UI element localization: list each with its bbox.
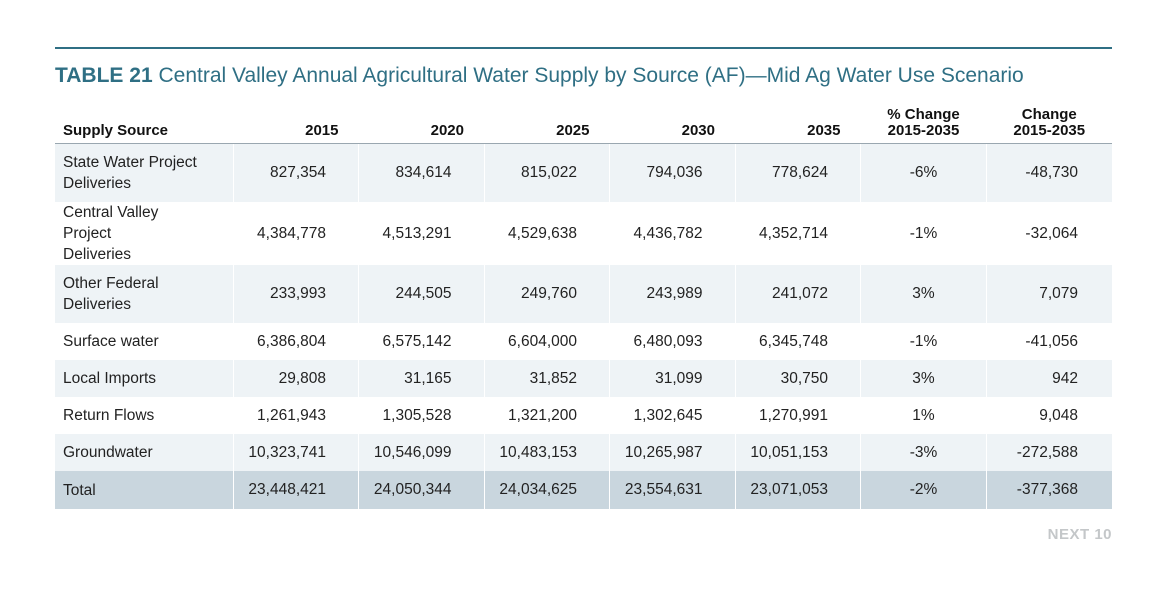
row-label: Local Imports: [55, 360, 233, 397]
cell-2020: 6,575,142: [358, 323, 484, 360]
table-title: TABLE 21 Central Valley Annual Agricultu…: [55, 63, 1112, 89]
top-rule: [55, 47, 1112, 49]
cell-2025: 24,034,625: [483, 471, 610, 509]
header-change-line1: Change: [1021, 106, 1077, 123]
cell-pct-change: -1%: [860, 323, 987, 360]
table-row: Local Imports 29,808 31,165 31,852 31,09…: [55, 360, 1112, 397]
cell-2015: 29,808: [232, 360, 359, 397]
row-label: State Water Project Deliveries: [55, 143, 233, 202]
table-row: Return Flows 1,261,943 1,305,528 1,321,2…: [55, 397, 1112, 434]
cell-pct-change: 3%: [860, 265, 987, 323]
cell-2015: 23,448,421: [232, 471, 359, 509]
cell-2035: 10,051,153: [734, 434, 861, 471]
row-label: Groundwater: [55, 434, 233, 471]
cell-2025: 6,604,000: [483, 323, 610, 360]
cell-2035: 23,071,053: [734, 471, 861, 509]
header-2035: 2035: [735, 102, 861, 144]
cell-2025: 815,022: [483, 143, 610, 202]
row-label: Surface water: [63, 333, 159, 350]
table-number: TABLE 21: [55, 64, 153, 87]
header-pct-change-line1: % Change: [887, 106, 960, 123]
row-label: Return Flows: [63, 407, 155, 424]
cell-2020: 31,165: [358, 360, 484, 397]
row-label: Other Federal Deliveries: [55, 265, 233, 323]
table-title-text: Central Valley Annual Agricultural Water…: [158, 64, 1024, 87]
row-label-line2: Deliveries: [63, 246, 132, 263]
cell-2035: 241,072: [734, 265, 861, 323]
cell-2020: 24,050,344: [358, 471, 484, 509]
header-2020: 2020: [358, 102, 484, 144]
cell-2020: 834,614: [358, 143, 484, 202]
cell-change: 942: [986, 360, 1112, 397]
cell-change: -272,588: [986, 434, 1112, 471]
cell-pct-change: -2%: [860, 471, 987, 509]
table-row: State Water Project Deliveries 827,354 8…: [55, 143, 1112, 202]
table-row: Groundwater 10,323,741 10,546,099 10,483…: [55, 434, 1112, 471]
total-row: Total 23,448,421 24,050,344 24,034,625 2…: [55, 471, 1112, 509]
cell-pct-change: -3%: [860, 434, 987, 471]
cell-pct-change: -6%: [860, 143, 987, 202]
cell-2025: 31,852: [483, 360, 610, 397]
cell-2020: 10,546,099: [358, 434, 484, 471]
header-2025: 2025: [484, 102, 610, 144]
cell-2030: 1,302,645: [609, 397, 735, 434]
table-row: Surface water 6,386,804 6,575,142 6,604,…: [55, 323, 1112, 360]
cell-change: -48,730: [986, 143, 1112, 202]
cell-2030: 23,554,631: [609, 471, 735, 509]
header-pct-change-line2: 2015-2035: [887, 122, 960, 139]
header-2015: 2015: [233, 102, 359, 144]
cell-2015: 233,993: [232, 265, 359, 323]
table-row: Central Valley Project Deliveries 4,384,…: [55, 202, 1112, 265]
cell-pct-change: -1%: [860, 202, 987, 265]
footer-brand: NEXT 10: [1047, 526, 1112, 543]
cell-2025: 4,529,638: [483, 202, 610, 265]
header-pct-change: % Change 2015-2035: [860, 102, 987, 144]
cell-change: 7,079: [986, 265, 1112, 323]
water-supply-table: Supply Source 2015 2020 2025 2030 2035 %…: [55, 102, 1112, 509]
cell-2035: 4,352,714: [734, 202, 861, 265]
cell-2020: 1,305,528: [358, 397, 484, 434]
header-change-line2: 2015-2035: [1013, 122, 1086, 139]
cell-change: -41,056: [986, 323, 1112, 360]
cell-2025: 249,760: [483, 265, 610, 323]
cell-2035: 30,750: [734, 360, 861, 397]
row-label: Total: [55, 471, 233, 509]
header-supply-source: Supply Source: [55, 102, 233, 144]
row-label-line1: Other Federal: [63, 275, 159, 292]
cell-2030: 10,265,987: [609, 434, 735, 471]
cell-2015: 10,323,741: [232, 434, 359, 471]
cell-change: 9,048: [986, 397, 1112, 434]
cell-pct-change: 1%: [860, 397, 987, 434]
cell-2030: 31,099: [609, 360, 735, 397]
row-label: Central Valley Project Deliveries: [55, 202, 233, 265]
row-label-line1: State Water Project: [63, 154, 197, 171]
row-label-line1: Central Valley Project: [63, 204, 159, 242]
header-change: Change 2015-2035: [986, 102, 1112, 144]
cell-2015: 827,354: [232, 143, 359, 202]
cell-2030: 6,480,093: [609, 323, 735, 360]
cell-2030: 243,989: [609, 265, 735, 323]
cell-2020: 4,513,291: [358, 202, 484, 265]
cell-2025: 10,483,153: [483, 434, 610, 471]
cell-2035: 778,624: [734, 143, 861, 202]
cell-change: -32,064: [986, 202, 1112, 265]
cell-2015: 6,386,804: [232, 323, 359, 360]
cell-2020: 244,505: [358, 265, 484, 323]
row-label-line2: Deliveries: [63, 175, 132, 192]
cell-2030: 4,436,782: [609, 202, 735, 265]
cell-pct-change: 3%: [860, 360, 987, 397]
header-2030: 2030: [609, 102, 735, 144]
header-row: Supply Source 2015 2020 2025 2030 2035 %…: [55, 102, 1112, 144]
cell-2025: 1,321,200: [483, 397, 610, 434]
cell-2035: 6,345,748: [734, 323, 861, 360]
row-label-line2: Deliveries: [63, 296, 132, 313]
table-row: Other Federal Deliveries 233,993 244,505…: [55, 265, 1112, 323]
cell-change: -377,368: [986, 471, 1112, 509]
cell-2030: 794,036: [609, 143, 735, 202]
cell-2035: 1,270,991: [734, 397, 861, 434]
cell-2015: 1,261,943: [232, 397, 359, 434]
cell-2015: 4,384,778: [232, 202, 359, 265]
